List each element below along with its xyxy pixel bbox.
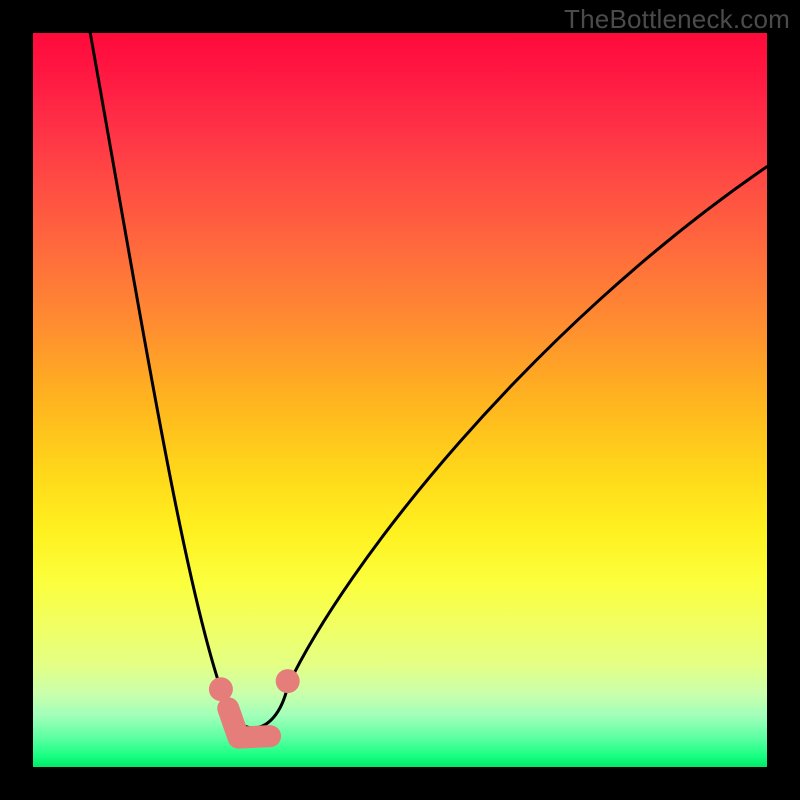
marker-dot bbox=[276, 669, 300, 693]
chart-svg bbox=[0, 0, 800, 800]
figure-root: TheBottleneck.com bbox=[0, 0, 800, 800]
marker-dot bbox=[209, 677, 233, 701]
plot-background bbox=[33, 33, 767, 767]
